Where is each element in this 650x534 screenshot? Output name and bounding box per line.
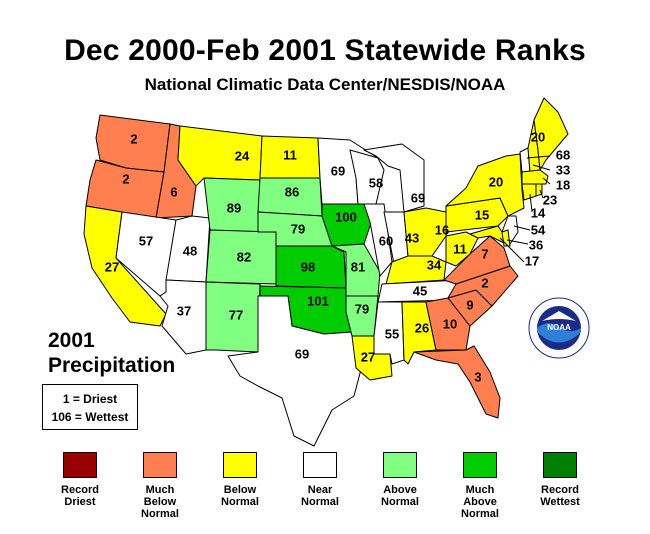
rank-KS: 98 bbox=[301, 259, 315, 274]
rank-GA: 10 bbox=[443, 316, 457, 331]
state-NM[interactable] bbox=[205, 281, 261, 353]
rank-NV: 57 bbox=[139, 233, 153, 248]
legend-item-below-normal: Below Normal bbox=[200, 452, 280, 508]
rank-labels: 2 2 27 6 57 48 37 24 89 82 77 11 86 79 9… bbox=[105, 129, 570, 384]
legend-swatch bbox=[223, 452, 257, 478]
rank-TN: 45 bbox=[413, 283, 427, 298]
legend-label: Record Wettest bbox=[540, 484, 580, 508]
rank-OH: 16 bbox=[435, 222, 449, 237]
legend-swatch bbox=[543, 452, 577, 478]
state-IL[interactable] bbox=[363, 203, 393, 277]
legend-swatch bbox=[463, 452, 497, 478]
rank-AL: 26 bbox=[415, 320, 429, 335]
noaa-logo-text: NOAA bbox=[547, 323, 571, 332]
key-driest: 1 = Driest bbox=[62, 392, 118, 406]
rank-FL: 3 bbox=[474, 369, 481, 384]
rank-NC: 2 bbox=[481, 275, 488, 290]
rank-VT: 68 bbox=[556, 147, 570, 162]
rank-ND: 11 bbox=[283, 147, 297, 162]
rank-MD: 17 bbox=[525, 253, 539, 268]
legend-item-much-below-normal: Much Below Normal bbox=[120, 452, 200, 520]
rank-SC: 9 bbox=[466, 297, 473, 312]
rank-ME: 20 bbox=[531, 129, 545, 144]
rank-NE: 79 bbox=[291, 221, 305, 236]
state-CT[interactable] bbox=[521, 183, 537, 201]
rank-CO: 82 bbox=[237, 249, 251, 264]
state-MA[interactable] bbox=[521, 169, 549, 185]
legend-label: Below Normal bbox=[221, 484, 259, 508]
rank-NY: 20 bbox=[489, 174, 503, 189]
key-wettest: 106 = Wettest bbox=[51, 410, 129, 424]
legend-item-record-wettest: Record Wettest bbox=[520, 452, 600, 508]
state-MT[interactable] bbox=[177, 125, 263, 187]
legend-swatch bbox=[143, 452, 177, 478]
rank-AR: 79 bbox=[355, 301, 369, 316]
rank-WY: 89 bbox=[227, 200, 241, 215]
state-FL[interactable] bbox=[413, 345, 501, 419]
legend-swatch bbox=[63, 452, 97, 478]
rank-ID: 6 bbox=[170, 184, 177, 199]
rank-key-box: 1 = Driest 106 = Wettest bbox=[42, 384, 138, 430]
rank-AZ: 37 bbox=[177, 303, 191, 318]
legend-label: Near Normal bbox=[301, 484, 339, 508]
rank-IA: 100 bbox=[335, 209, 357, 224]
rank-MN: 69 bbox=[331, 163, 345, 178]
legend: Record Driest Much Below Normal Below No… bbox=[40, 452, 640, 522]
rank-IL: 60 bbox=[379, 233, 393, 248]
state-KS[interactable] bbox=[275, 245, 347, 289]
rank-MT: 24 bbox=[235, 148, 250, 163]
rank-DE: 36 bbox=[529, 237, 543, 252]
rank-MI: 69 bbox=[411, 190, 425, 205]
map-title: Dec 2000-Feb 2001 Statewide Ranks bbox=[64, 34, 586, 67]
noaa-logo: NOAA bbox=[528, 297, 590, 359]
legend-label: Much Below Normal bbox=[141, 484, 179, 520]
rank-OR: 2 bbox=[122, 171, 129, 186]
legend-label: Much Above Normal bbox=[461, 484, 499, 520]
rank-CT: 14 bbox=[531, 205, 546, 220]
state-GA[interactable] bbox=[425, 297, 471, 351]
rank-OK: 101 bbox=[307, 293, 329, 308]
rank-CA: 27 bbox=[105, 259, 119, 274]
rank-MA: 18 bbox=[556, 177, 570, 192]
rank-LA: 27 bbox=[361, 349, 375, 364]
rank-MO: 81 bbox=[351, 259, 365, 274]
state-WV[interactable] bbox=[445, 231, 479, 267]
legend-item-much-above-normal: Much Above Normal bbox=[440, 452, 520, 520]
map-variable-label: 2001 Precipitation bbox=[48, 328, 175, 378]
rank-NH: 33 bbox=[556, 162, 570, 177]
rank-NM: 77 bbox=[229, 307, 243, 322]
leader-lines bbox=[499, 155, 551, 263]
rank-UT: 48 bbox=[183, 243, 197, 258]
legend-item-record-driest: Record Driest bbox=[40, 452, 120, 508]
rank-WI: 58 bbox=[369, 175, 383, 190]
state-ME[interactable] bbox=[533, 97, 569, 171]
legend-swatch bbox=[383, 452, 417, 478]
rank-IN: 43 bbox=[405, 230, 419, 245]
rank-WA: 2 bbox=[130, 131, 137, 146]
rank-VA: 7 bbox=[481, 246, 488, 261]
year-label: 2001 bbox=[48, 329, 95, 352]
rank-RI: 23 bbox=[543, 192, 557, 207]
legend-label: Record Driest bbox=[61, 484, 99, 508]
rank-PA: 15 bbox=[475, 207, 489, 222]
rank-SD: 86 bbox=[285, 184, 299, 199]
legend-item-above-normal: Above Normal bbox=[360, 452, 440, 508]
legend-item-near-normal: Near Normal bbox=[280, 452, 360, 508]
rank-KY: 34 bbox=[427, 257, 442, 272]
rank-MS: 55 bbox=[385, 326, 399, 341]
map-subtitle: National Climatic Data Center/NESDIS/NOA… bbox=[144, 75, 506, 94]
rank-TX: 69 bbox=[295, 346, 309, 361]
legend-swatch bbox=[303, 452, 337, 478]
state-NY[interactable] bbox=[445, 153, 525, 217]
variable-label: Precipitation bbox=[48, 354, 176, 377]
rank-WV: 11 bbox=[453, 241, 467, 256]
state-TX[interactable] bbox=[227, 295, 365, 447]
rank-NJ: 54 bbox=[531, 222, 546, 237]
legend-label: Above Normal bbox=[381, 484, 419, 508]
